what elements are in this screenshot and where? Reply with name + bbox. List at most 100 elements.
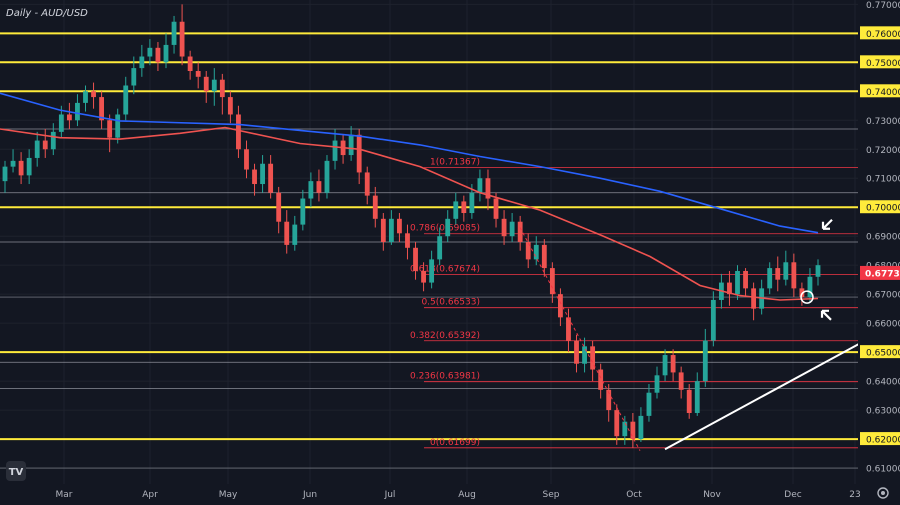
candle-body-80 xyxy=(646,392,652,416)
candle-body-53 xyxy=(429,259,435,283)
candle-body-14 xyxy=(115,114,121,138)
candle-body-54 xyxy=(437,236,443,260)
candle-body-9 xyxy=(75,102,80,121)
candle-body-30 xyxy=(244,149,249,170)
candle-body-93 xyxy=(751,288,757,309)
candle-body-16 xyxy=(131,68,137,86)
price-axis-background xyxy=(858,0,900,505)
candle-body-96 xyxy=(775,268,781,280)
svg-text:TV: TV xyxy=(9,467,24,478)
candle-body-23 xyxy=(187,56,193,72)
candle-body-35 xyxy=(284,221,290,245)
candle-body-52 xyxy=(421,270,426,283)
candle-body-59 xyxy=(477,178,483,193)
time-tick-label-2: May xyxy=(219,490,238,500)
price-tick-label-5: 0.66000 xyxy=(866,320,900,330)
yellow-price-label-9: 0.70000 xyxy=(866,204,900,214)
yellow-price-label-4: 0.65000 xyxy=(866,349,900,359)
candle-body-82 xyxy=(662,355,668,376)
candle-body-47 xyxy=(380,218,386,242)
tradingview-logo-icon[interactable]: TV xyxy=(6,461,26,481)
candle-body-19 xyxy=(155,47,161,63)
price-tick-label-16: 0.77000 xyxy=(866,1,900,11)
candle-body-65 xyxy=(525,242,531,260)
fib-label-6: 0(0.61699) xyxy=(430,438,480,448)
candle-body-28 xyxy=(227,97,233,115)
yellow-price-label-1: 0.62000 xyxy=(866,436,900,446)
price-tick-label-8: 0.69000 xyxy=(866,233,900,243)
candle-body-39 xyxy=(316,181,322,193)
time-tick-label-1: Apr xyxy=(142,490,158,500)
price-tick-label-6: 0.67000 xyxy=(866,291,900,301)
candle-body-91 xyxy=(735,270,740,295)
candle-body-33 xyxy=(268,163,274,193)
candles xyxy=(2,4,821,448)
yellow-price-label-bg-1 xyxy=(860,432,900,446)
candle-body-55 xyxy=(445,218,451,237)
candle-body-41 xyxy=(332,140,338,161)
candle-body-24 xyxy=(195,71,201,77)
candle-body-38 xyxy=(308,181,314,199)
candle-body-86 xyxy=(694,381,700,413)
candle-body-60 xyxy=(485,178,491,199)
candle-body-10 xyxy=(83,91,88,103)
time-tick-label-10: 23 xyxy=(849,490,860,500)
price-tick-label-11: 0.72000 xyxy=(866,146,900,156)
candle-body-36 xyxy=(292,224,298,245)
time-tick-label-3: Jun xyxy=(302,490,317,500)
candle-body-17 xyxy=(139,56,145,69)
candle-body-81 xyxy=(654,375,660,393)
fib-label-3: 0.5(0.66533) xyxy=(421,298,480,308)
candle-body-77 xyxy=(622,421,628,437)
candle-body-0 xyxy=(2,166,8,182)
time-tick-label-9: Dec xyxy=(784,490,801,500)
candle-body-49 xyxy=(397,218,402,234)
candle-body-97 xyxy=(783,262,789,280)
yellow-price-label-bg-14 xyxy=(860,55,900,69)
yellow-price-label-bg-9 xyxy=(860,200,900,214)
candle-body-51 xyxy=(413,247,418,271)
candle-body-1 xyxy=(10,160,16,167)
yellow-price-label-bg-4 xyxy=(860,345,900,359)
candle-body-67 xyxy=(541,244,547,269)
yellow-price-label-13: 0.74000 xyxy=(866,88,900,98)
fib-label-2: 0.618(0.67674) xyxy=(410,265,480,275)
candle-body-3 xyxy=(26,157,32,176)
settings-icon[interactable] xyxy=(877,487,889,499)
candle-body-12 xyxy=(99,97,105,121)
time-tick-label-6: Sep xyxy=(543,490,560,500)
candle-body-4 xyxy=(34,140,40,158)
candle-body-56 xyxy=(453,201,459,219)
uptrend-line xyxy=(664,342,861,451)
candle-body-45 xyxy=(364,172,370,196)
candle-body-29 xyxy=(236,114,241,150)
candle-body-69 xyxy=(558,294,563,318)
candle-body-7 xyxy=(58,114,64,132)
candle-body-13 xyxy=(107,120,113,138)
price-tick-label-10: 0.71000 xyxy=(866,175,900,185)
candle-body-70 xyxy=(566,317,571,341)
candle-body-58 xyxy=(469,192,475,214)
candle-body-26 xyxy=(211,79,217,92)
candle-body-63 xyxy=(509,221,515,237)
fib-diagonal-line xyxy=(519,227,641,451)
circle-marker xyxy=(800,290,814,304)
candle-body-15 xyxy=(123,85,129,115)
candle-body-76 xyxy=(614,410,620,437)
price-tick-label-12: 0.73000 xyxy=(866,117,900,127)
candle-body-27 xyxy=(219,79,225,98)
arrow-marker-fib xyxy=(820,309,832,321)
candle-body-2 xyxy=(18,160,24,176)
candle-body-100 xyxy=(807,276,813,298)
candle-body-98 xyxy=(791,262,797,289)
candle-body-5 xyxy=(42,140,48,150)
candle-body-50 xyxy=(405,233,410,248)
yellow-price-label-bg-15 xyxy=(860,26,900,40)
candle-body-20 xyxy=(163,44,169,63)
time-axis: Mar Apr May Jun Jul Aug Sep Oct Nov Dec 23 xyxy=(56,490,861,500)
time-tick-label-0: Mar xyxy=(56,490,73,500)
candle-body-83 xyxy=(670,355,676,373)
candle-body-75 xyxy=(606,389,612,411)
candle-body-92 xyxy=(743,270,748,289)
